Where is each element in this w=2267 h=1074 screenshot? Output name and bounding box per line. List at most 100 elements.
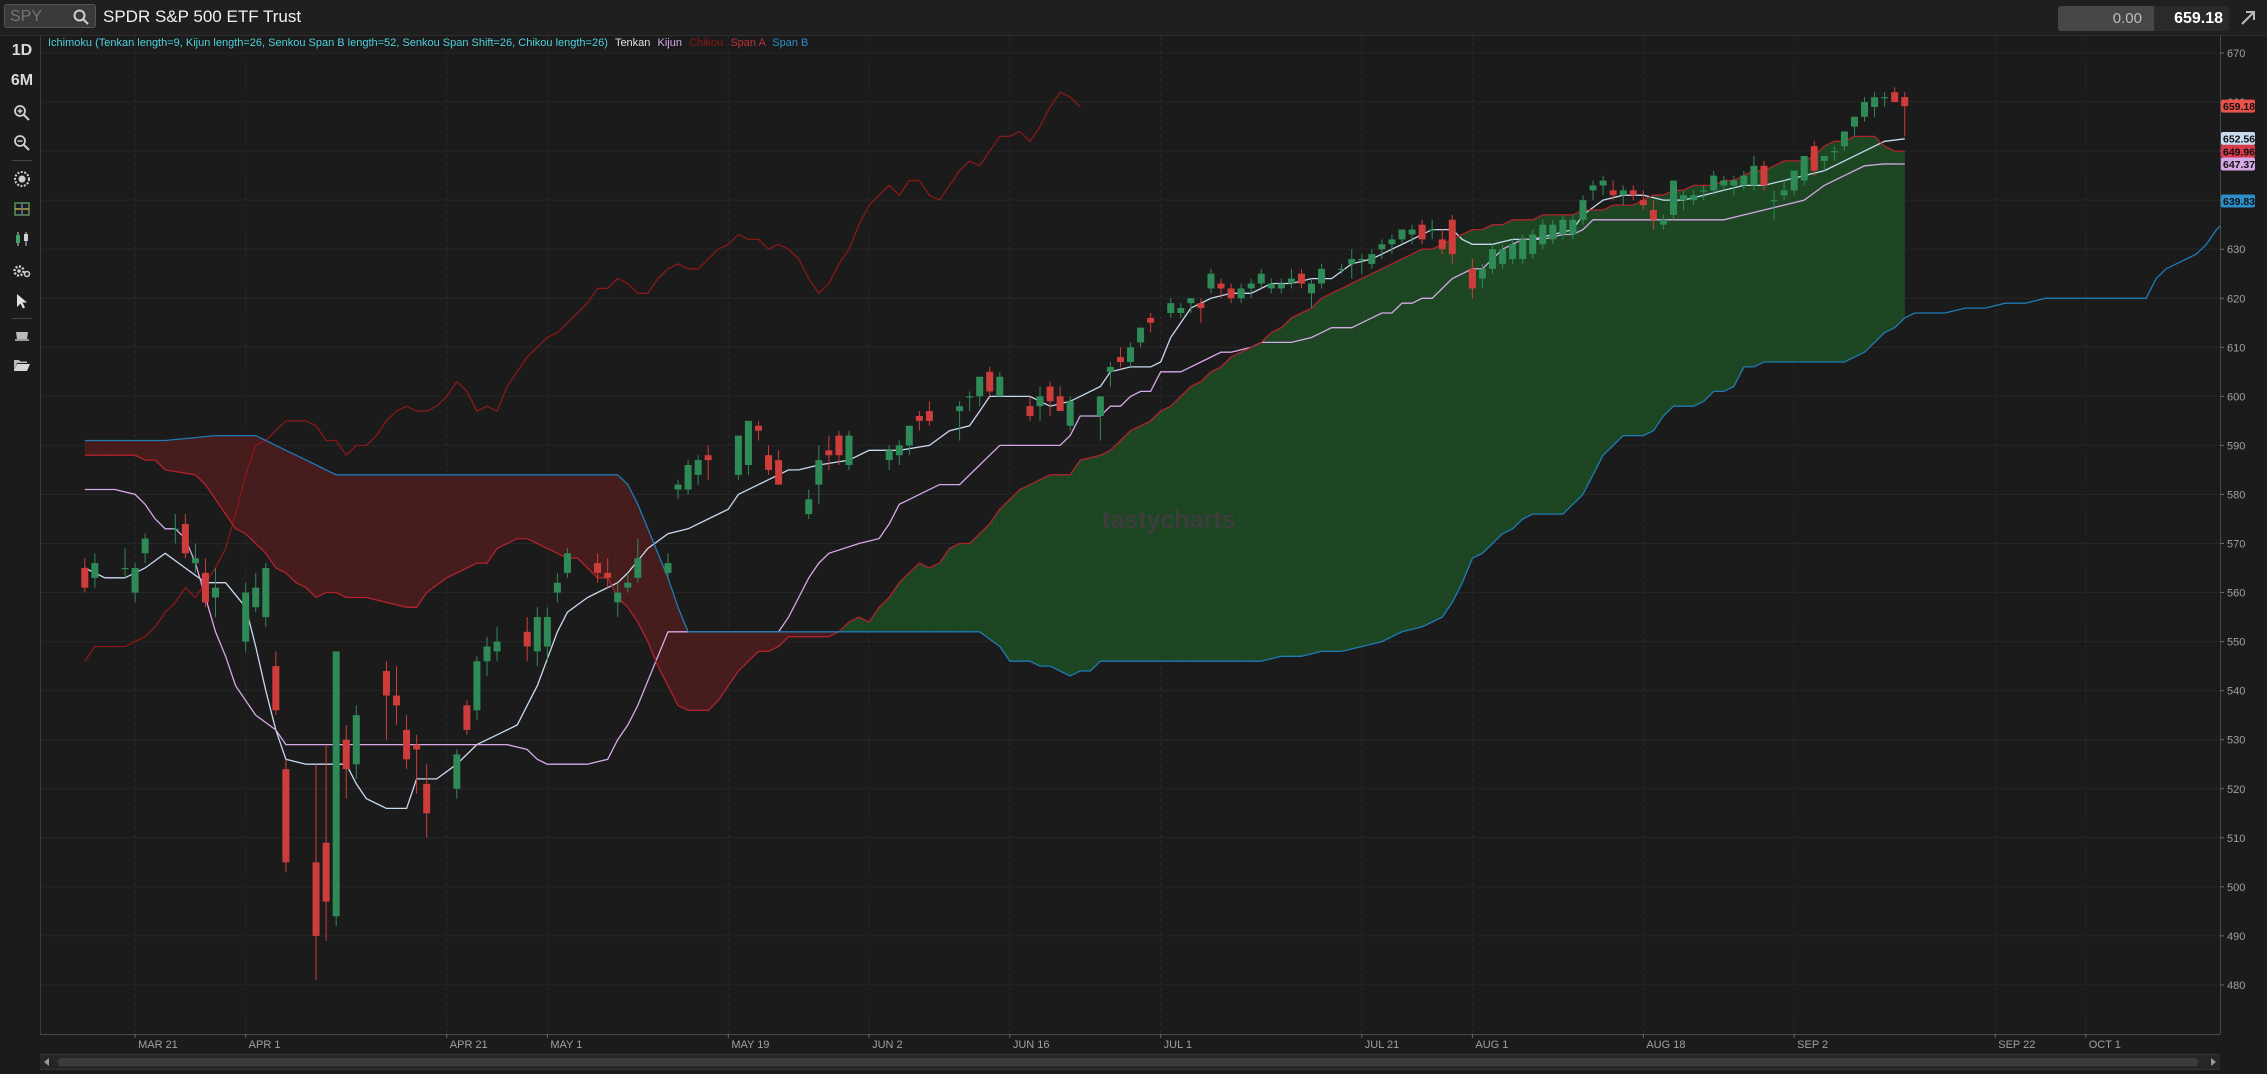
line-span-a — [84, 135, 1905, 711]
settings-button[interactable] — [4, 258, 40, 284]
cloud-segment — [245, 435, 251, 539]
cloud-segment — [401, 474, 407, 608]
candle-body — [1579, 200, 1587, 220]
studies-button[interactable] — [4, 166, 40, 192]
candle-body — [1871, 97, 1879, 107]
cloud-segment — [466, 474, 472, 568]
candle — [765, 445, 773, 475]
cloud-segment — [818, 631, 824, 637]
candle-body — [925, 411, 933, 421]
study-legend[interactable]: Ichimoku (Tenkan length=9, Kijun length=… — [48, 36, 808, 50]
cloud-segment — [1678, 190, 1684, 407]
cloud-segment — [135, 440, 141, 458]
zoom-in-button[interactable] — [4, 100, 40, 126]
candle-body — [1529, 234, 1537, 255]
cloud-segment — [1708, 185, 1714, 397]
time-tick-label: JUN 16 — [1013, 1039, 1050, 1051]
cloud-segment — [1764, 168, 1769, 362]
cloud-segment — [1859, 136, 1865, 355]
cloud-segment — [431, 474, 437, 589]
candle-body — [1700, 190, 1708, 192]
candle — [624, 572, 632, 593]
cloud-segment — [592, 474, 598, 578]
scroll-left-arrow-icon[interactable] — [40, 1055, 54, 1069]
cloud-segment — [612, 474, 618, 598]
candle-body — [1569, 219, 1577, 235]
candle-body — [141, 538, 149, 554]
symbol-search-box[interactable] — [4, 4, 96, 28]
symbol-input[interactable] — [10, 8, 70, 26]
cloud-segment — [1753, 170, 1759, 367]
candle — [1901, 92, 1909, 137]
scrollbar-thumb[interactable] — [58, 1058, 2198, 1066]
candle — [533, 607, 541, 667]
cloud-segment — [391, 474, 397, 605]
cloud-segment — [1346, 283, 1352, 651]
candle — [1026, 396, 1034, 421]
candle — [1468, 259, 1476, 299]
candle-body — [1790, 170, 1798, 191]
cloud-segment — [1321, 295, 1327, 652]
search-icon[interactable] — [72, 8, 90, 26]
candle — [754, 420, 762, 441]
price-marker-label: 652.56 — [2223, 134, 2255, 146]
cloud-segment — [1452, 236, 1458, 603]
cloud-segment — [899, 577, 905, 632]
scroll-right-arrow-icon[interactable] — [2206, 1055, 2220, 1069]
symbol-title: SPDR S&P 500 ETF Trust — [103, 7, 302, 26]
cloud-segment — [1306, 308, 1312, 656]
cloud-segment — [552, 474, 558, 554]
candle — [1177, 303, 1185, 318]
cloud-segment — [351, 474, 357, 598]
cloud-segment — [934, 563, 940, 632]
candle-body — [523, 631, 531, 647]
expand-icon[interactable] — [2237, 7, 2259, 29]
candle — [1378, 239, 1386, 260]
zoom-out-button[interactable] — [4, 130, 40, 156]
cloud-segment — [99, 440, 105, 456]
drawings-button[interactable] — [4, 196, 40, 222]
zoom-out-icon — [14, 135, 30, 151]
cursor-button[interactable] — [4, 288, 40, 314]
candle — [604, 558, 612, 588]
cloud-segment — [497, 474, 503, 549]
cloud-segment — [1809, 156, 1815, 362]
candle-body — [1036, 396, 1044, 407]
cloud-segment — [1170, 401, 1176, 662]
period-button[interactable]: 1D — [4, 38, 40, 64]
candle — [1106, 362, 1114, 387]
cloud-segment — [1613, 205, 1619, 446]
candle-body — [282, 769, 290, 863]
candle-body — [1468, 268, 1476, 289]
range-button[interactable]: 6M — [4, 68, 40, 94]
cloud-segment — [1748, 170, 1754, 367]
candle-body — [1167, 303, 1175, 313]
cloud-segment — [1789, 160, 1795, 362]
eraser-button[interactable] — [4, 322, 40, 348]
candle-body — [1589, 185, 1597, 191]
cloud-segment — [456, 474, 462, 573]
candle — [543, 607, 551, 662]
candle-body — [1669, 180, 1677, 215]
chart-scrollbar[interactable] — [40, 1054, 2220, 1070]
cloud-segment — [502, 474, 508, 546]
cloud-segment — [1271, 330, 1277, 659]
cloud-segment — [1115, 440, 1121, 662]
time-tick-label: JUL 21 — [1365, 1039, 1399, 1051]
open-button[interactable] — [4, 352, 40, 378]
candle — [523, 617, 531, 662]
cloud-segment — [1552, 214, 1558, 515]
candle — [664, 553, 672, 578]
candle-body — [1448, 219, 1456, 255]
cloud-segment — [270, 442, 276, 568]
price-marker — [2221, 194, 2255, 208]
time-axis[interactable]: MAR 21 APR 1 APR 21 MAY 1 MAY 19 JUN 2 JUN 16 J… — [40, 1034, 2220, 1054]
chart-style-button[interactable] — [4, 226, 40, 252]
candle — [1740, 170, 1748, 191]
settings-gear-icon — [13, 265, 31, 278]
candle — [1720, 175, 1728, 191]
price-axis[interactable]: 480 490 500 510 520 530 540 550 560 570 580 590 600 6… — [2220, 36, 2267, 1034]
cloud-segment — [733, 631, 739, 679]
cloud-segment — [1326, 293, 1332, 652]
chart-plot-area[interactable] — [40, 36, 2220, 1034]
